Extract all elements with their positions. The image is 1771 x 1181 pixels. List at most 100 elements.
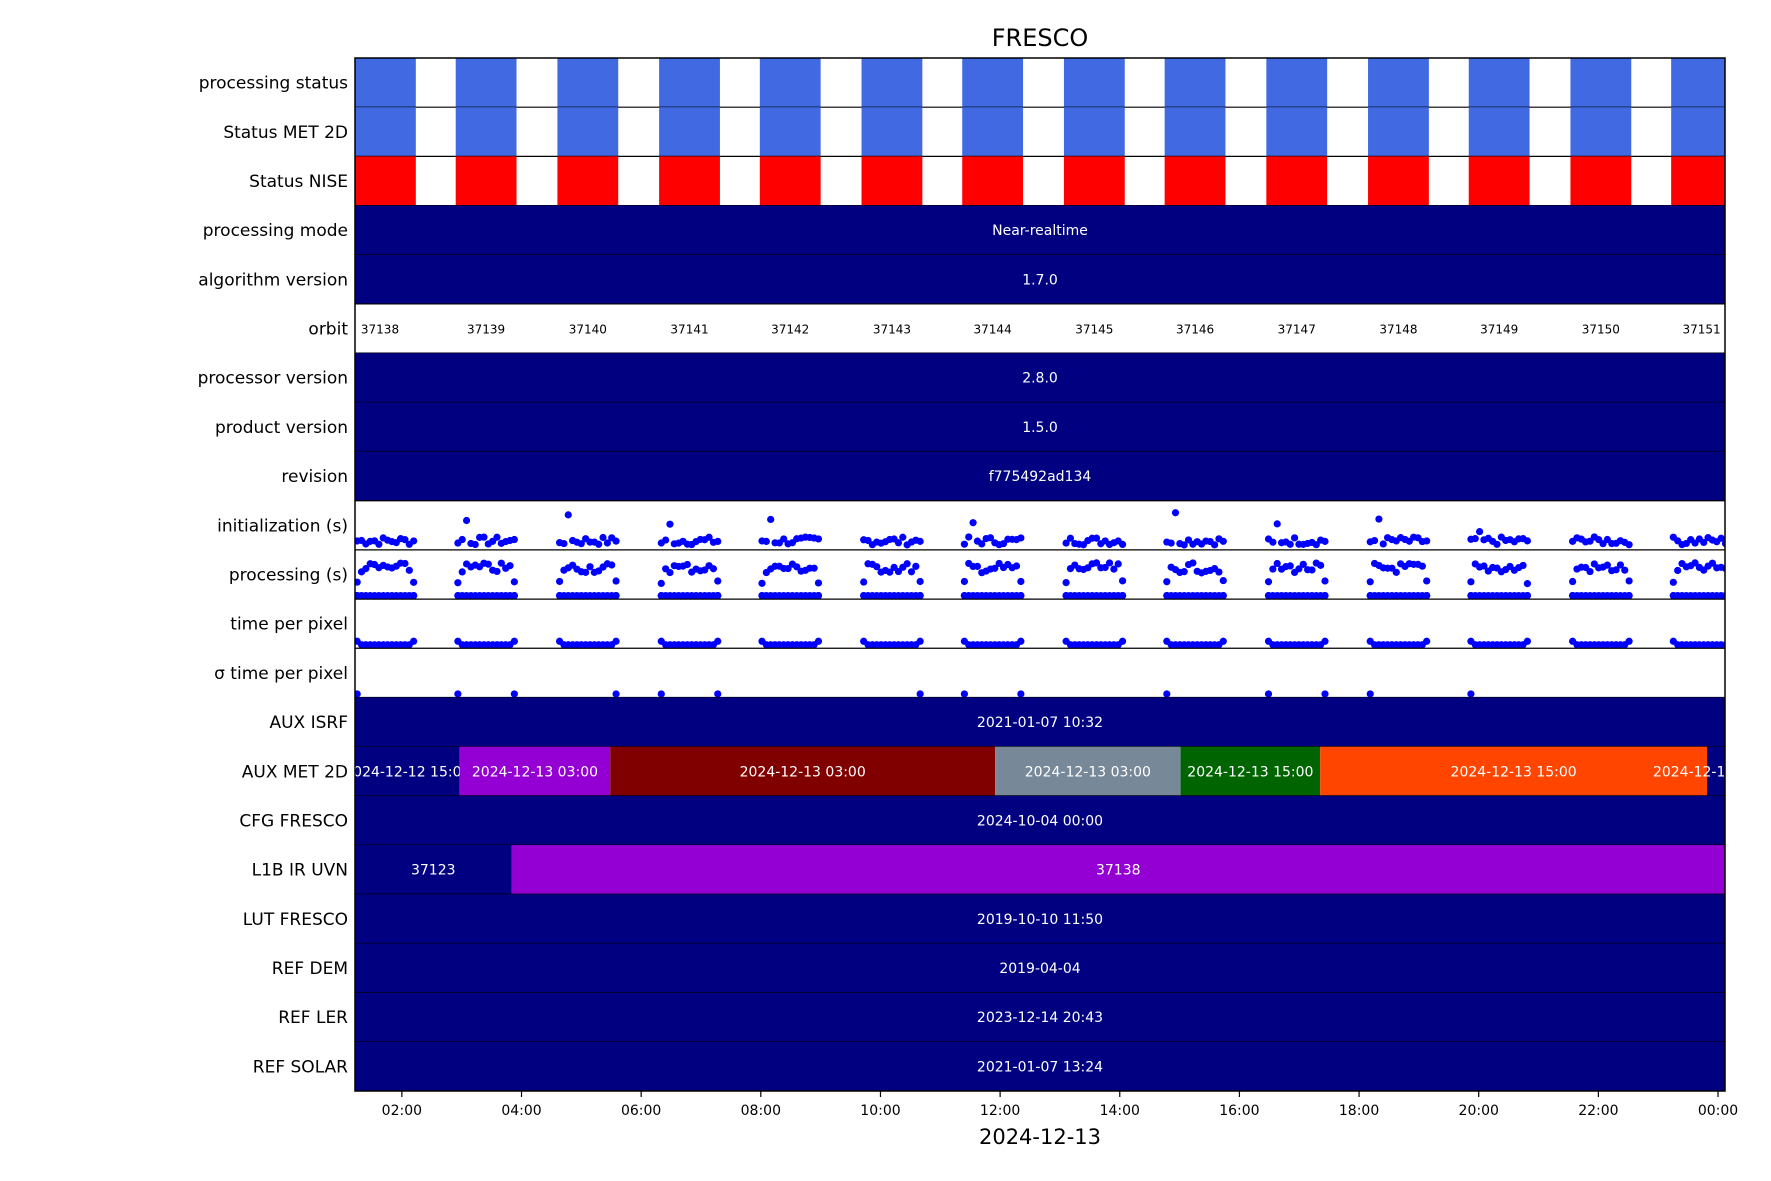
data-point	[978, 540, 986, 548]
row-label: time per pixel	[230, 615, 348, 635]
data-point	[784, 564, 792, 573]
data-point	[1012, 562, 1021, 570]
data-point	[1366, 578, 1374, 586]
data-point	[612, 591, 620, 600]
data-point	[1603, 561, 1611, 569]
data-point	[814, 591, 823, 600]
data-point	[903, 560, 911, 568]
row-label: LUT FRESCO	[243, 910, 348, 930]
data-point	[1621, 566, 1629, 574]
data-point	[912, 562, 920, 570]
data-point	[714, 690, 722, 698]
data-point	[1321, 690, 1329, 698]
data-point	[1273, 520, 1281, 528]
band-segment	[355, 451, 1725, 501]
data-point	[1423, 577, 1431, 585]
band-segment	[355, 205, 1725, 255]
data-point	[1721, 592, 1725, 600]
status-block	[861, 107, 923, 157]
segment-label: 2024-12-13 15:00	[1653, 764, 1771, 780]
row-label: processing status	[199, 74, 348, 94]
data-point	[1017, 690, 1025, 698]
data-point	[471, 540, 479, 549]
data-point	[1321, 537, 1329, 545]
data-point	[894, 539, 903, 547]
data-point	[1321, 591, 1329, 600]
data-point	[595, 540, 603, 548]
row-labels: processing status Status MET 2D Status NIS…	[198, 74, 349, 1078]
data-point	[410, 537, 418, 545]
data-point	[410, 578, 418, 586]
x-tick-label: 16:00	[1219, 1103, 1259, 1119]
data-point	[1269, 565, 1277, 573]
data-point	[1519, 561, 1527, 570]
data-point	[1189, 559, 1197, 567]
band-segment	[459, 746, 611, 796]
data-point	[1708, 559, 1717, 567]
band-segment	[355, 1041, 1725, 1091]
data-point	[666, 520, 674, 528]
x-tick-label: 08:00	[741, 1103, 781, 1119]
orbit-label: 37143	[873, 323, 911, 337]
status-block	[861, 156, 923, 206]
data-point	[814, 637, 823, 645]
data-point	[355, 578, 361, 586]
row-label: initialization (s)	[217, 516, 348, 536]
data-point	[1210, 541, 1219, 549]
band-segment	[355, 845, 512, 895]
data-point	[916, 591, 924, 600]
status-block	[455, 58, 517, 108]
data-point	[907, 568, 916, 576]
band-segment	[355, 402, 1725, 452]
data-point	[612, 537, 620, 545]
band-segment	[355, 254, 1725, 304]
data-point	[564, 511, 572, 519]
data-point	[1700, 538, 1708, 547]
data-point	[873, 563, 881, 571]
row-label: AUX MET 2D	[242, 762, 348, 782]
data-point	[683, 560, 691, 569]
status-block	[1468, 107, 1530, 157]
data-point	[1264, 578, 1273, 586]
status-block	[557, 107, 619, 157]
data-point	[1299, 560, 1307, 568]
segment-label: 2024-12-12 15:00	[344, 764, 470, 780]
data-point	[709, 565, 718, 573]
data-point	[960, 540, 968, 548]
status-block	[1368, 58, 1429, 108]
segment-label: f775492ad134	[989, 469, 1092, 485]
data-point	[814, 579, 823, 587]
x-tick-label: 14:00	[1100, 1103, 1140, 1119]
data-point	[1273, 559, 1281, 568]
data-point	[969, 519, 977, 527]
status-block	[355, 58, 416, 108]
orbit-label: 37148	[1379, 323, 1417, 337]
data-point	[1493, 540, 1501, 548]
data-point	[1467, 690, 1475, 698]
status-block	[1368, 107, 1429, 157]
band-segment	[355, 795, 1725, 846]
data-point	[1171, 509, 1180, 517]
data-point	[497, 559, 505, 567]
data-point	[608, 561, 616, 569]
row-label: AUX ISRF	[269, 713, 348, 733]
status-block	[455, 156, 517, 206]
data-point	[612, 577, 620, 585]
x-tick-label: 18:00	[1339, 1103, 1379, 1119]
data-point	[1366, 690, 1374, 698]
x-tick-label: 06:00	[621, 1103, 661, 1119]
status-block	[1671, 156, 1725, 206]
data-point	[1523, 637, 1531, 645]
x-tick-label: 10:00	[860, 1103, 900, 1119]
data-point	[666, 568, 674, 577]
data-point	[454, 690, 462, 698]
x-tick-label: 20:00	[1459, 1103, 1499, 1119]
data-point	[916, 537, 924, 545]
data-point	[662, 536, 670, 544]
data-point	[1062, 539, 1070, 547]
data-point	[657, 579, 665, 587]
band-segment	[1180, 746, 1321, 796]
data-point	[1423, 637, 1431, 645]
data-point	[1101, 563, 1109, 572]
x-tick-label: 04:00	[501, 1103, 541, 1119]
